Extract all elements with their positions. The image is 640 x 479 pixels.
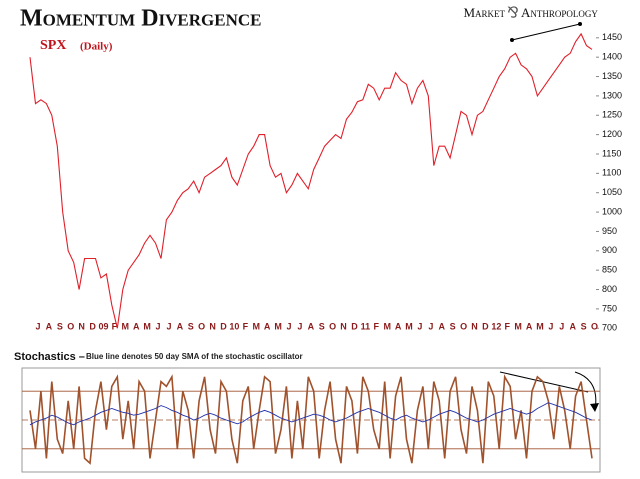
x-tick-label: N bbox=[340, 321, 347, 331]
y-tick-label: 750 bbox=[602, 303, 617, 313]
x-tick-label: A bbox=[308, 321, 315, 331]
x-tick-label: S bbox=[319, 321, 325, 331]
brand: Market bbox=[463, 5, 505, 20]
arrowhead bbox=[590, 403, 599, 412]
y-tick-label: 1300 bbox=[602, 90, 622, 100]
y-tick-label: 1350 bbox=[602, 71, 622, 81]
x-tick-label: A bbox=[177, 321, 184, 331]
x-tick-label: A bbox=[439, 321, 446, 331]
x-tick-label: J bbox=[35, 321, 40, 331]
x-tick-label: D bbox=[351, 321, 358, 331]
x-tick-label: A bbox=[264, 321, 271, 331]
x-tick-label: J bbox=[156, 321, 161, 331]
line bbox=[29, 402, 593, 426]
x-tick-label: N bbox=[471, 321, 478, 331]
x-tick-label: M bbox=[143, 321, 151, 331]
chart-title: Momentum Divergence bbox=[20, 6, 262, 32]
x-tick-label: S bbox=[57, 321, 63, 331]
x-tick-label: A bbox=[133, 321, 140, 331]
x-tick-label: A bbox=[46, 321, 53, 331]
subtitle: SPX bbox=[40, 38, 66, 53]
note: (Daily) bbox=[80, 41, 113, 53]
y-tick-label: 900 bbox=[602, 245, 617, 255]
y-tick-label: 1200 bbox=[602, 129, 622, 139]
x-tick-label: O bbox=[591, 321, 598, 331]
x-tick-label: M bbox=[405, 321, 413, 331]
x-tick-label: F bbox=[374, 321, 380, 331]
x-tick-label: J bbox=[166, 321, 171, 331]
x-tick-label: O bbox=[198, 321, 205, 331]
trend-dot bbox=[578, 22, 582, 26]
x-tick-label: S bbox=[450, 321, 456, 331]
x-tick-label: M bbox=[122, 321, 130, 331]
y-tick-label: 1450 bbox=[602, 32, 622, 42]
x-tick-label: F bbox=[243, 321, 249, 331]
x-tick-label: O bbox=[329, 321, 336, 331]
panel-subtitle: Blue line denotes 50 day SMA of the stoc… bbox=[86, 352, 303, 361]
x-tick-label: D bbox=[482, 321, 489, 331]
x-tick-label: 10 bbox=[229, 321, 239, 331]
x-tick-label: 12 bbox=[491, 321, 501, 331]
trendline bbox=[511, 23, 581, 41]
trendline bbox=[499, 371, 589, 393]
panel-title: Stochastics – bbox=[14, 351, 85, 363]
x-tick-label: A bbox=[395, 321, 402, 331]
x-tick-label: S bbox=[581, 321, 587, 331]
y-tick-label: 1000 bbox=[602, 206, 622, 216]
x-tick-label: A bbox=[526, 321, 533, 331]
x-tick-label: J bbox=[297, 321, 302, 331]
x-tick-label: M bbox=[274, 321, 282, 331]
y-tick-label: 950 bbox=[602, 226, 617, 236]
brand: Anthropology bbox=[521, 5, 598, 20]
x-tick-label: J bbox=[428, 321, 433, 331]
y-tick-label: 1250 bbox=[602, 110, 622, 120]
x-tick-label: F bbox=[504, 321, 510, 331]
x-tick-label: 09 bbox=[98, 321, 108, 331]
y-tick-label: 1050 bbox=[602, 187, 622, 197]
x-tick-label: J bbox=[559, 321, 564, 331]
trend-dot bbox=[510, 38, 514, 42]
y-tick-label: 1100 bbox=[602, 168, 621, 178]
line bbox=[29, 374, 593, 465]
x-tick-label: S bbox=[188, 321, 194, 331]
x-tick-label: J bbox=[548, 321, 553, 331]
x-tick-label: D bbox=[89, 321, 96, 331]
y-tick-label: 850 bbox=[602, 265, 617, 275]
x-tick-label: J bbox=[417, 321, 422, 331]
x-tick-label: F bbox=[112, 321, 118, 331]
y-tick-label: 700 bbox=[602, 323, 617, 333]
x-tick-label: O bbox=[460, 321, 467, 331]
x-tick-label: M bbox=[536, 321, 544, 331]
y-tick-label: 800 bbox=[602, 284, 617, 294]
x-tick-label: N bbox=[78, 321, 85, 331]
x-tick-label: N bbox=[209, 321, 216, 331]
y-tick-label: 1400 bbox=[602, 52, 622, 62]
x-tick-label: M bbox=[514, 321, 522, 331]
x-tick-label: D bbox=[220, 321, 227, 331]
x-tick-label: O bbox=[67, 321, 74, 331]
x-tick-label: M bbox=[253, 321, 261, 331]
x-tick-label: 11 bbox=[361, 321, 371, 331]
y-tick-label: 1150 bbox=[602, 148, 621, 158]
x-tick-label: M bbox=[383, 321, 391, 331]
x-tick-label: J bbox=[286, 321, 291, 331]
x-tick-label: A bbox=[569, 321, 576, 331]
line bbox=[29, 32, 593, 329]
brand-logo: ⅋ bbox=[507, 5, 519, 21]
